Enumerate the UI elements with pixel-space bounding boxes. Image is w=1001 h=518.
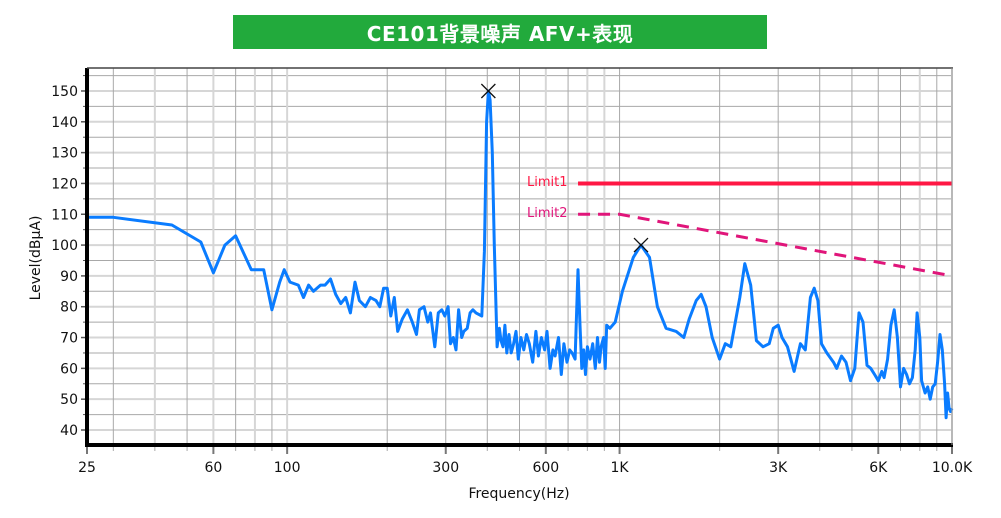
y-axis-label: Level(dBμA) xyxy=(28,216,44,301)
y-tick-label: 150 xyxy=(51,84,78,100)
grid-lines xyxy=(87,68,953,445)
x-tick-label: 1K xyxy=(611,460,630,476)
chart-title: CE101背景噪声 AFV+表现 xyxy=(233,15,767,49)
x-tick-label: 600 xyxy=(532,460,559,476)
y-tick-label: 90 xyxy=(60,269,78,285)
y-tick-label: 70 xyxy=(60,331,78,347)
peak-markers xyxy=(480,83,649,253)
peak-marker-x-icon xyxy=(633,237,649,253)
y-tick-label: 110 xyxy=(51,207,78,223)
peak-marker-x-icon xyxy=(480,83,496,99)
y-tick-label: 60 xyxy=(60,361,78,377)
x-axis-label: Frequency(Hz) xyxy=(468,486,569,502)
measured-trace xyxy=(87,89,954,420)
limit2-line xyxy=(578,212,953,278)
y-tick-label: 40 xyxy=(60,423,78,439)
x-tick-label: 3K xyxy=(769,460,788,476)
limit1-label: Limit1 xyxy=(527,175,568,190)
y-tick-label: 80 xyxy=(60,300,78,316)
y-tick-label: 50 xyxy=(60,392,78,408)
limit-lines xyxy=(578,181,953,278)
y-tick-label: 120 xyxy=(51,176,78,192)
x-tick-label: 300 xyxy=(432,460,459,476)
x-tick-label: 6K xyxy=(869,460,888,476)
x-axis-ticks: 25 60 100 300 600 1K 3K 6K 10.0K xyxy=(78,445,973,476)
y-tick-label: 140 xyxy=(51,115,78,131)
limit2-label: Limit2 xyxy=(527,206,568,221)
x-tick-label: 10.0K xyxy=(932,460,973,476)
y-tick-label: 130 xyxy=(51,146,78,162)
y-tick-label: 100 xyxy=(51,238,78,254)
x-tick-label: 25 xyxy=(78,460,96,476)
x-tick-label: 100 xyxy=(274,460,301,476)
x-tick-label: 60 xyxy=(204,460,222,476)
y-axis-ticks: 40 50 60 70 80 90 100 110 120 130 140 150 xyxy=(51,75,87,439)
